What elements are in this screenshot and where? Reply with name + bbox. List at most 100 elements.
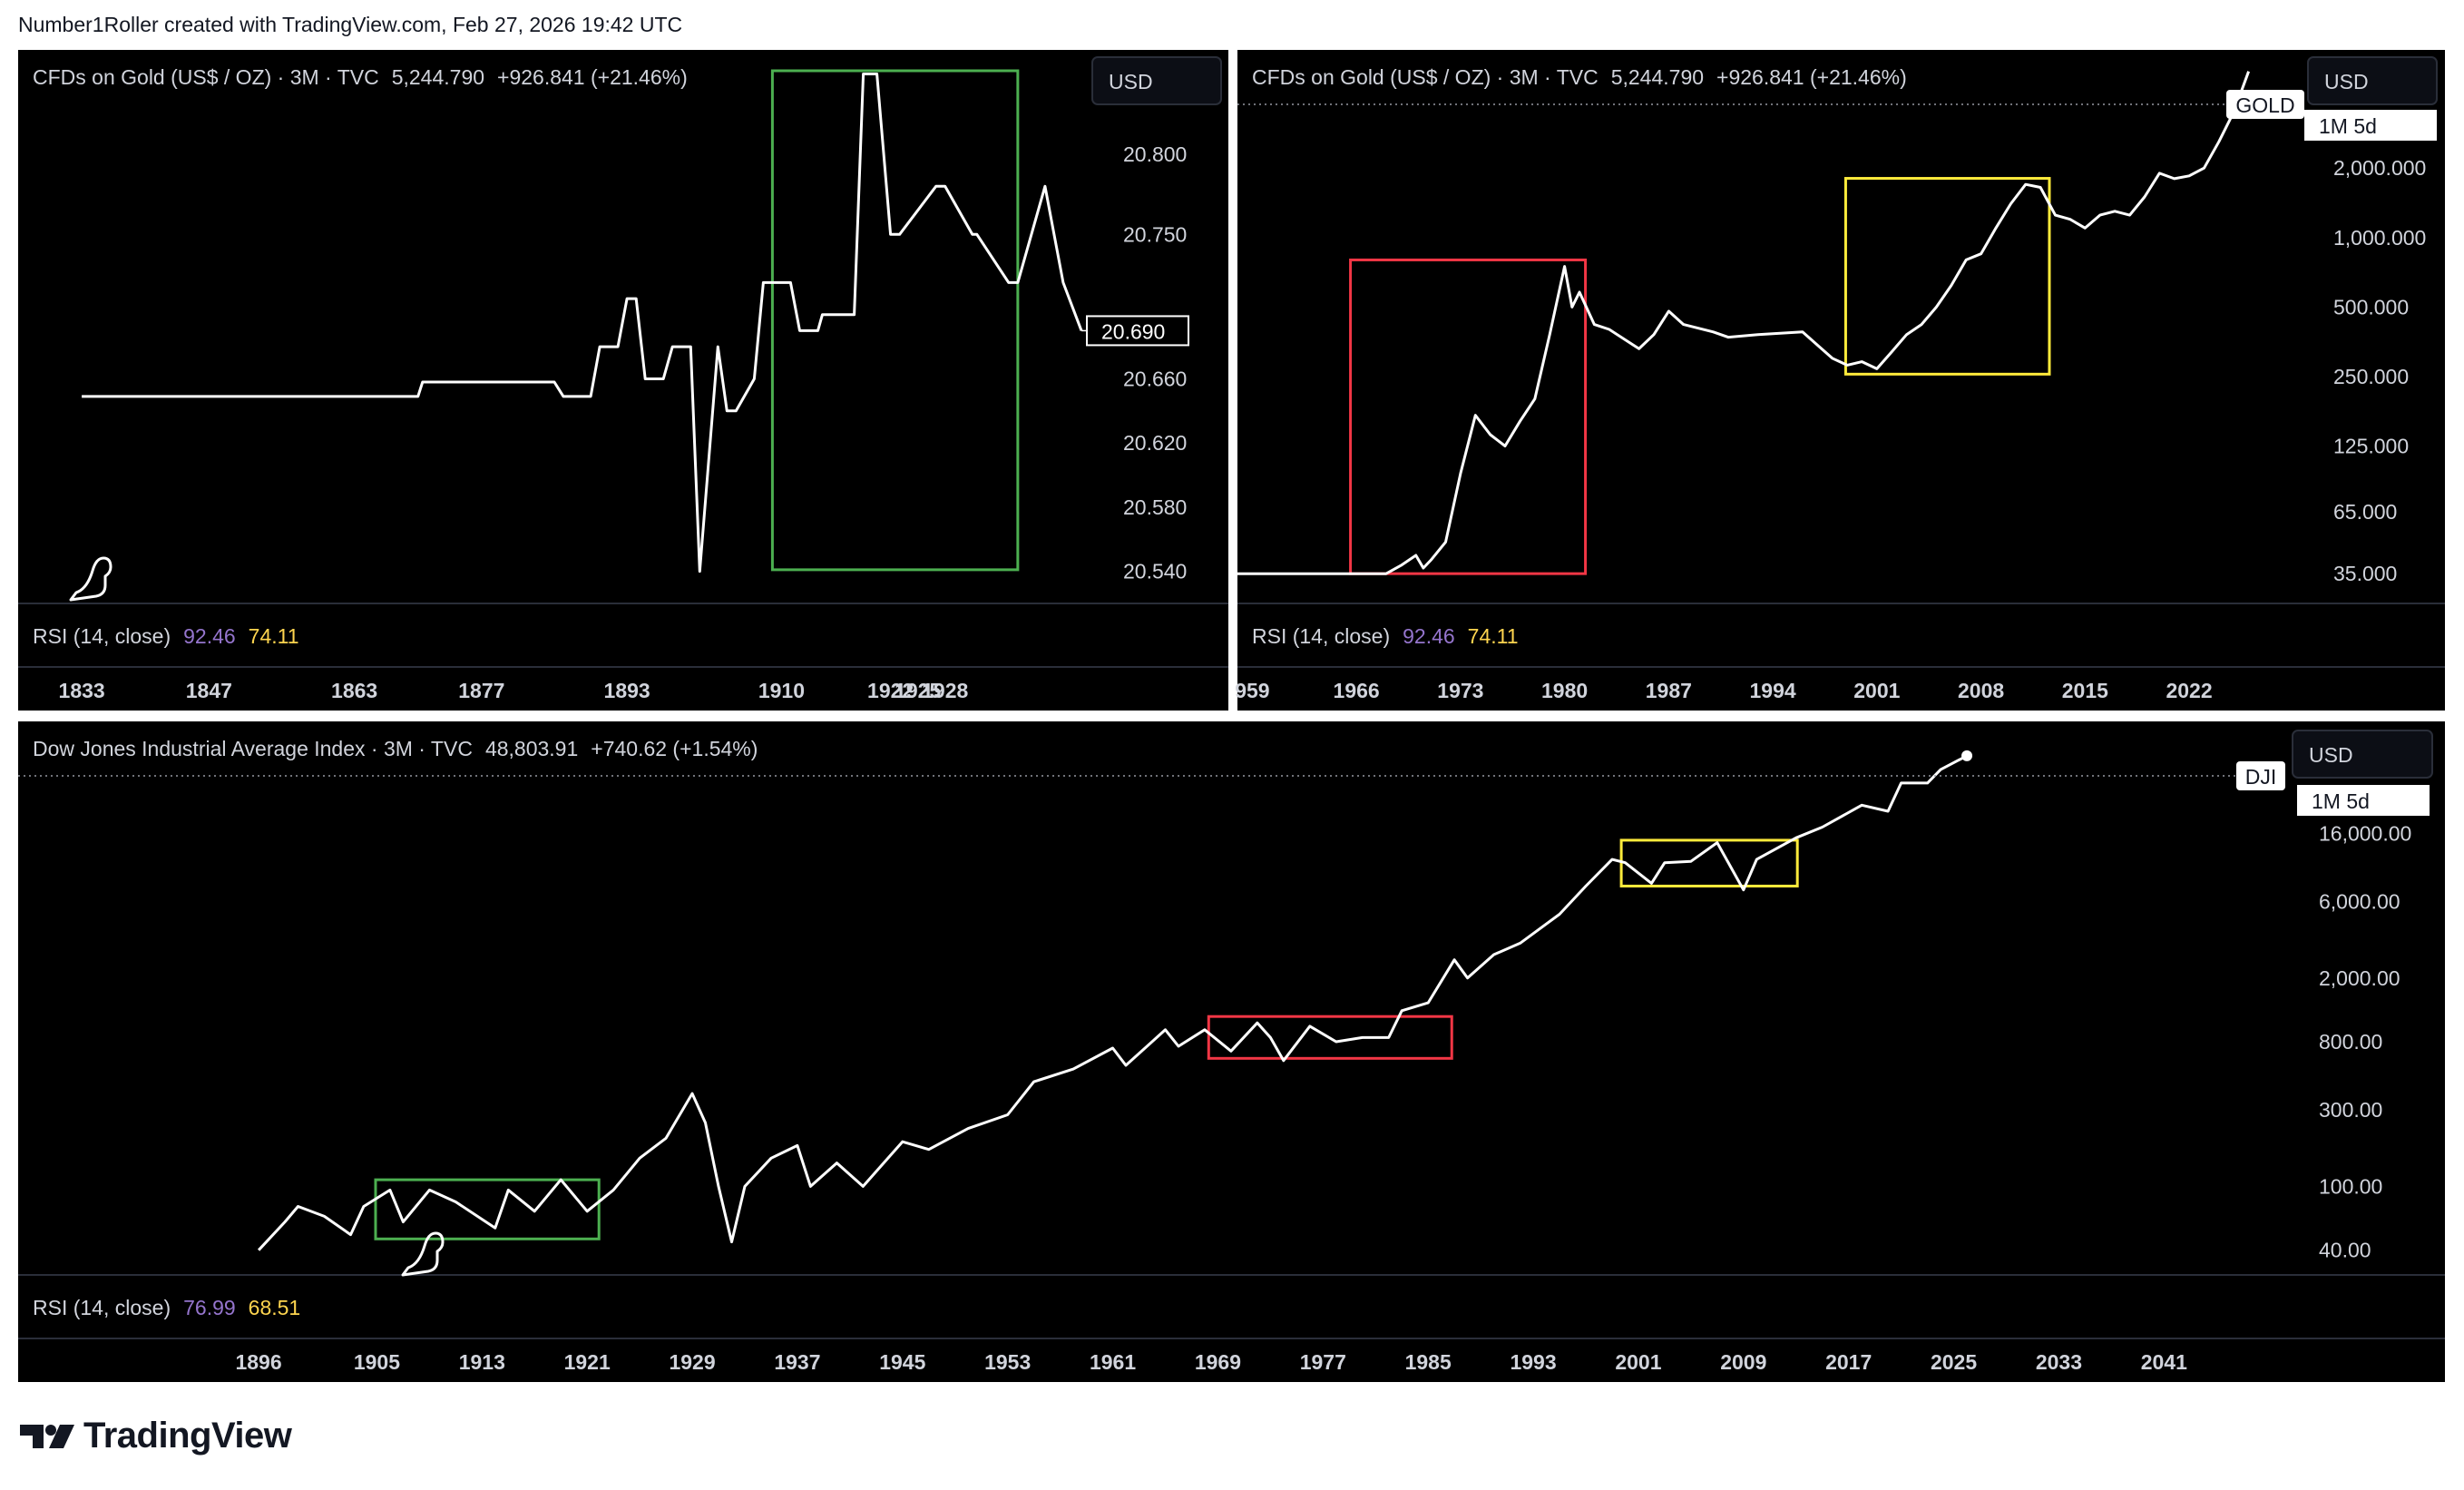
dji-x-tick-label: 1961 xyxy=(1090,1350,1136,1374)
gold-early-chart-svg[interactable]: 20.800 20.750 20.660 20.620 20.580 20.540 1833… xyxy=(18,50,1228,711)
dji-y-tick-label: 300.00 xyxy=(2319,1098,2382,1122)
dji-x-tick-label: 1953 xyxy=(984,1350,1031,1374)
dji-chart-panel[interactable]: 16,000.00 6,000.00 2,000.00 800.00 300.00 100… xyxy=(18,721,2445,1382)
dji-last-price: 48,803.91 xyxy=(485,737,578,760)
gold-modern-interval-badge[interactable]: 1M 5d xyxy=(2319,114,2377,138)
gold-modern-x-tick-label: 1980 xyxy=(1541,679,1588,702)
gold-early-x-tick-label: 1925 xyxy=(895,679,941,702)
gold-modern-price-line xyxy=(1237,71,2251,575)
dji-y-tick-label: 2,000.00 xyxy=(2319,966,2400,990)
dji-rsi-value: 76.99 xyxy=(183,1296,236,1319)
gold-early-x-tick-label: 1877 xyxy=(458,679,504,702)
dji-y-tick-label: 40.00 xyxy=(2319,1239,2371,1262)
gold-modern-x-tick-label: 1966 xyxy=(1334,679,1380,702)
gold-early-y-tick-label: 20.800 xyxy=(1123,142,1187,166)
dji-last-price-dot xyxy=(1961,750,1973,761)
gold-modern-x-tick-label: 959 xyxy=(1235,679,1269,702)
gold-early-rsi-value: 92.46 xyxy=(183,624,236,648)
tradingview-logo: TradingView xyxy=(20,1415,292,1456)
dji-highlight-box-green xyxy=(374,1178,601,1240)
gold-modern-price-change: +926.841 (+21.46%) xyxy=(1716,65,1907,89)
gold-early-y-tick-label: 20.540 xyxy=(1123,560,1187,583)
dji-highlight-box-yellow xyxy=(1619,838,1799,887)
gold-modern-x-tick-label: 2008 xyxy=(1958,679,2004,702)
gold-early-currency-button-label[interactable]: USD xyxy=(1109,70,1153,93)
gold-early-price-change: +926.841 (+21.46%) xyxy=(497,65,688,89)
dji-x-tick-label: 1985 xyxy=(1405,1350,1452,1374)
gold-early-currency-button-bg[interactable] xyxy=(1091,56,1222,105)
dji-currency-button-label[interactable]: USD xyxy=(2309,743,2353,767)
gold-modern-symbol-tag: GOLD xyxy=(2235,93,2294,117)
dji-x-tick-label: 2001 xyxy=(1615,1350,1661,1374)
gold-early-dino-icon[interactable] xyxy=(69,556,112,602)
dji-highlight-box-red xyxy=(1207,1015,1453,1060)
dji-symbol-tag: DJI xyxy=(2245,765,2277,789)
gold-modern-rsi-label: RSI (14, close) xyxy=(1252,624,1390,648)
gold-early-price-line xyxy=(82,73,1083,573)
gold-modern-currency-button-bg[interactable] xyxy=(2307,56,2438,105)
gold-early-x-tick-label: 1910 xyxy=(758,679,805,702)
gold-early-price-label: 20.690 xyxy=(1101,319,1165,343)
gold-modern-symbol-title: CFDs on Gold (US$ / OZ) · 3M · TVC xyxy=(1252,65,1599,89)
gold-early-x-tick-label: 1893 xyxy=(604,679,650,702)
gold-modern-x-tick-label: 2001 xyxy=(1853,679,1900,702)
dji-x-tick-label: 1945 xyxy=(879,1350,925,1374)
gold-early-x-tick-label: 1847 xyxy=(186,679,232,702)
gold-early-chart-panel[interactable]: 20.800 20.750 20.660 20.620 20.580 20.540 1833… xyxy=(18,50,1228,711)
dji-x-tick-label: 2041 xyxy=(2141,1350,2187,1374)
gold-early-x-tick-label: 1922 xyxy=(867,679,914,702)
gold-modern-x-tick-label: 1987 xyxy=(1646,679,1692,702)
gold-modern-y-tick-label: 35.000 xyxy=(2333,562,2397,585)
dji-x-tick-label: 1937 xyxy=(774,1350,820,1374)
gold-modern-currency-button-label[interactable]: USD xyxy=(2324,70,2369,93)
gold-modern-y-tick-label: 250.000 xyxy=(2333,365,2409,388)
dji-rsi-ma-value: 68.51 xyxy=(249,1296,301,1319)
gold-modern-interval-badge-bg[interactable] xyxy=(2304,110,2437,141)
gold-modern-y-tick-label: 65.000 xyxy=(2333,500,2397,524)
chart-byline: Number1Roller created with TradingView.c… xyxy=(18,13,683,36)
dji-interval-badge-bg[interactable] xyxy=(2297,785,2430,816)
dji-x-tick-label: 1993 xyxy=(1510,1350,1556,1374)
dji-dino-icon[interactable] xyxy=(401,1231,445,1277)
gold-modern-chart-svg[interactable]: 2,000.000 1,000.000 500.000 250.000 125.000 6… xyxy=(1235,50,2445,711)
dji-x-tick-label: 2025 xyxy=(1931,1350,1977,1374)
dji-symbol-tag-bg xyxy=(2236,761,2285,790)
gold-early-y-tick-label: 20.660 xyxy=(1123,367,1187,390)
gold-modern-highlight-box-red xyxy=(1349,258,1588,575)
dji-currency-button-bg[interactable] xyxy=(2292,730,2433,779)
dji-x-tick-label: 1977 xyxy=(1300,1350,1346,1374)
dji-x-tick-label: 1896 xyxy=(235,1350,281,1374)
gold-early-y-tick-label: 20.620 xyxy=(1123,431,1187,455)
gold-early-symbol-title: CFDs on Gold (US$ / OZ) · 3M · TVC xyxy=(33,65,379,89)
dji-y-tick-label: 800.00 xyxy=(2319,1030,2382,1054)
gold-early-x-tick-label: 1833 xyxy=(59,679,105,702)
gold-modern-y-tick-label: 1,000.000 xyxy=(2333,226,2426,250)
dji-x-tick-label: 1969 xyxy=(1195,1350,1241,1374)
gold-early-x-tick-label: 1863 xyxy=(331,679,377,702)
tradingview-logo-text: TradingView xyxy=(83,1415,292,1456)
tradingview-logo-icon xyxy=(20,1425,74,1448)
dji-x-tick-label: 1921 xyxy=(564,1350,611,1374)
dji-x-tick-label: 1929 xyxy=(669,1350,715,1374)
gold-modern-chart-panel[interactable]: 2,000.000 1,000.000 500.000 250.000 125.000 6… xyxy=(1235,50,2445,711)
gold-modern-y-tick-label: 2,000.000 xyxy=(2333,156,2426,180)
gold-early-rsi-ma-value: 74.11 xyxy=(249,624,299,648)
dji-x-tick-label: 1905 xyxy=(354,1350,400,1374)
gold-modern-x-tick-label: 2022 xyxy=(2166,679,2212,702)
gold-early-price-label-bg xyxy=(1086,315,1189,347)
gold-modern-last-price: 5,244.790 xyxy=(1611,65,1704,89)
gold-modern-rsi-ma-value: 74.11 xyxy=(1468,624,1519,648)
gold-early-highlight-box-green xyxy=(770,69,1020,572)
gold-early-x-tick-label: 1928 xyxy=(922,679,968,702)
gold-modern-x-tick-label: 1994 xyxy=(1750,679,1796,702)
dji-interval-badge[interactable]: 1M 5d xyxy=(2312,789,2370,813)
gold-early-rsi-label: RSI (14, close) xyxy=(33,624,171,648)
gold-early-last-price: 5,244.790 xyxy=(392,65,484,89)
dji-price-change: +740.62 (+1.54%) xyxy=(591,737,758,760)
dji-x-tick-label: 2009 xyxy=(1720,1350,1766,1374)
gold-modern-rsi-value: 92.46 xyxy=(1403,624,1455,648)
dji-price-line xyxy=(258,754,1968,1251)
dji-chart-svg[interactable]: 16,000.00 6,000.00 2,000.00 800.00 300.00 100… xyxy=(18,721,2445,1382)
gold-modern-symbol-tag-bg xyxy=(2226,90,2304,119)
dji-y-tick-label: 6,000.00 xyxy=(2319,890,2400,914)
